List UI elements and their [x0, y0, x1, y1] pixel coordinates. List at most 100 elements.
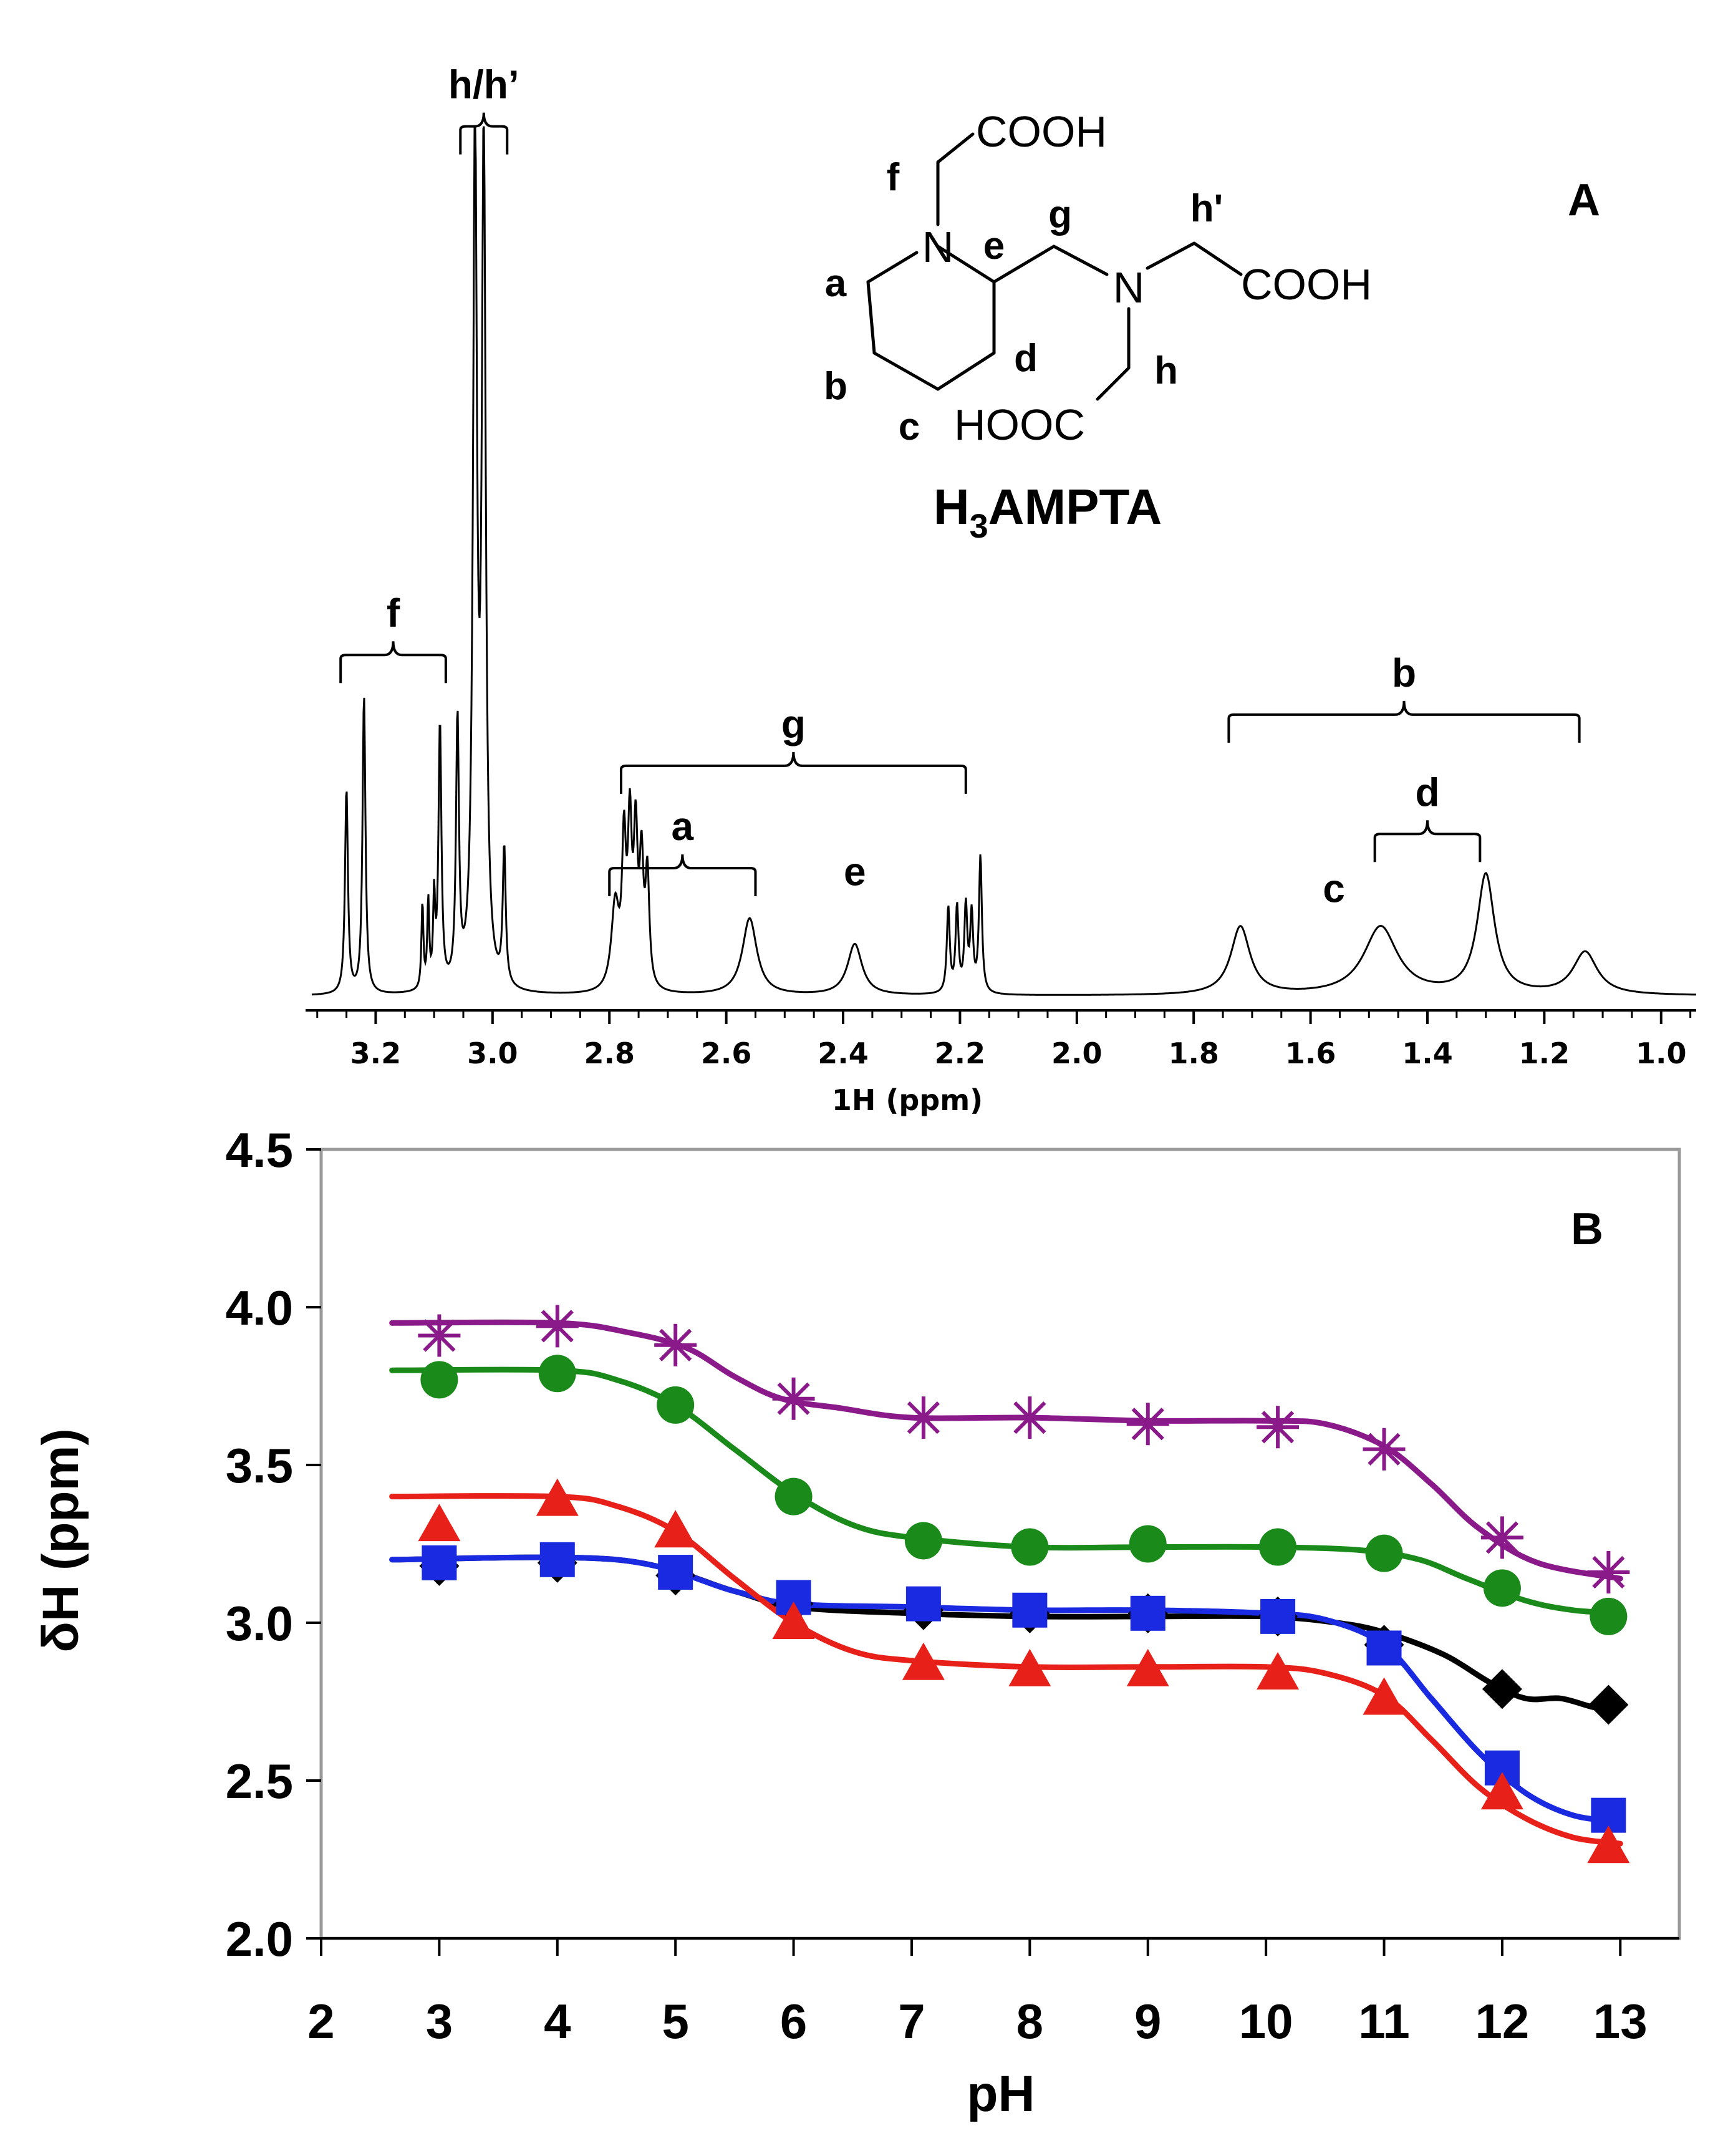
data-point-blue-square	[539, 1542, 575, 1577]
panel-b-y-axis-label: δH (ppm)	[32, 1428, 89, 1652]
piperidine-ring	[866, 244, 996, 391]
bracket-f	[339, 641, 447, 684]
data-point-red-triangle	[1587, 1825, 1630, 1864]
structure-group-cooh-right: COOH	[1241, 260, 1372, 309]
data-point-red-triangle	[1008, 1648, 1051, 1686]
panel-a-tick-marks	[316, 1010, 1692, 1024]
structure-group-cooh-top: COOH	[976, 107, 1107, 156]
panel-a-x-axis-label: 1H (ppm)	[832, 1083, 983, 1117]
bracket-label-a: a	[672, 804, 694, 849]
bracket-g	[619, 752, 967, 794]
compound-name-part: H	[934, 479, 970, 534]
panel-b-titration-chart: 2 3 4 5 6 7 8 9 10 11 12 13 2.0 2.5 3.0 3.5 4.0 4.5 pH δ…	[32, 1123, 1681, 2122]
position-label-e: e	[983, 225, 1005, 268]
panel-b-y-tick-label-4-5: 4.5	[226, 1123, 293, 1177]
panel-b-axes	[306, 1148, 1679, 1956]
structure-atom-n2: N	[1113, 263, 1145, 312]
panel-a-tick-label-2-4: 2.4	[818, 1037, 869, 1070]
panel-a-tick-label-2-2: 2.2	[935, 1037, 986, 1070]
data-point-red-triangle	[902, 1642, 945, 1680]
data-point-red-triangle	[1257, 1651, 1300, 1690]
panel-b-x-tick-label-9: 9	[1134, 1994, 1161, 2049]
data-point-green-circle	[1259, 1528, 1297, 1566]
data-point-green-circle	[1365, 1534, 1403, 1572]
data-point-green-circle	[1483, 1569, 1521, 1607]
panel-b-x-tick-label-12: 12	[1475, 1994, 1530, 2049]
peak-label-c: c	[1323, 866, 1345, 911]
data-point-red-triangle	[1480, 1772, 1523, 1810]
bracket-d	[1373, 820, 1482, 863]
panel-a-tick-label-3-0: 3.0	[467, 1037, 518, 1070]
position-label-h: h	[1154, 349, 1178, 392]
data-point-purple-star	[1587, 1551, 1630, 1594]
panel-b-x-tick-label-7: 7	[898, 1994, 925, 2049]
panel-a-tick-labels: 3.2 3.0 2.8 2.6 2.4 2.2 2.0 1.8 1.6 1.4 1.2 1.0	[350, 1037, 1687, 1070]
data-point-purple-star	[1257, 1406, 1300, 1449]
panel-b-x-tick-label-3: 3	[426, 1994, 453, 2049]
data-point-blue-square	[422, 1545, 457, 1580]
compound-name-part: AMPTA	[988, 479, 1162, 534]
bond-cf-cooh	[936, 132, 975, 164]
data-point-green-circle	[904, 1522, 942, 1560]
bracket-a	[608, 854, 757, 896]
panel-b-y-tick-label-3-5: 3.5	[226, 1438, 293, 1493]
panel-a-tick-label-1-6: 1.6	[1285, 1037, 1336, 1070]
panel-b-x-tick-label-8: 8	[1016, 1994, 1043, 2049]
bracket-b	[1227, 700, 1581, 743]
position-label-f: f	[887, 156, 900, 199]
data-point-red-triangle	[772, 1602, 815, 1639]
data-point-blue-square	[1366, 1630, 1402, 1666]
panel-b-x-tick-label-6: 6	[780, 1994, 807, 2049]
position-label-h-prime: h'	[1190, 187, 1223, 230]
bracket-label-d: d	[1415, 770, 1439, 815]
structure-group-hooc: HOOC	[954, 400, 1085, 449]
data-point-black-diamond	[1482, 1669, 1522, 1709]
compound-name-subscript: 3	[970, 508, 988, 545]
data-point-purple-star	[418, 1314, 461, 1357]
data-point-purple-star	[536, 1305, 579, 1348]
data-point-purple-star	[1480, 1516, 1523, 1559]
panel-b-y-tick-labels: 2.0 2.5 3.0 3.5 4.0 4.5	[226, 1123, 293, 1966]
panel-a-label: A	[1568, 175, 1600, 225]
bond-ch-prime-cooh	[1192, 241, 1243, 276]
panel-a-tick-label-1-2: 1.2	[1519, 1037, 1570, 1070]
panel-b-x-tick-label-13: 13	[1593, 1994, 1648, 2049]
position-label-a: a	[825, 262, 847, 305]
data-point-red-triangle	[654, 1510, 697, 1548]
position-label-d: d	[1014, 337, 1038, 380]
position-label-c: c	[899, 405, 920, 448]
peak-label-e: e	[844, 849, 866, 894]
bond-n2-ch-prime	[1146, 241, 1196, 270]
series-curve-red-triangle	[389, 1492, 1623, 1847]
compound-name: H3AMPTA	[934, 479, 1162, 545]
data-point-red-triangle	[1363, 1677, 1406, 1715]
position-label-g: g	[1048, 193, 1072, 236]
panel-a-tick-label-1-0: 1.0	[1636, 1037, 1687, 1070]
panel-b-label: B	[1571, 1204, 1603, 1254]
panel-a-tick-label-3-2: 3.2	[350, 1037, 402, 1070]
data-point-black-diamond	[1588, 1685, 1629, 1725]
data-point-purple-star	[772, 1377, 815, 1420]
panel-b-x-tick-label-4: 4	[544, 1994, 571, 2049]
nmr-spectrum-trace	[311, 125, 1696, 996]
panel-b-y-tick-label-3-0: 3.0	[226, 1596, 293, 1651]
panel-b-y-tick-label-4-0: 4.0	[226, 1280, 293, 1335]
panel-a-tick-label-2-0: 2.0	[1051, 1037, 1103, 1070]
data-point-green-circle	[1590, 1597, 1628, 1635]
panel-b-data-markers	[418, 1305, 1630, 1864]
data-point-blue-square	[905, 1586, 941, 1622]
data-point-green-circle	[1129, 1525, 1167, 1563]
structure-atom-n1: N	[922, 223, 954, 271]
data-point-red-triangle	[1126, 1648, 1169, 1686]
data-point-green-circle	[775, 1477, 813, 1515]
panel-b-x-axis-label: pH	[967, 2066, 1035, 2122]
data-point-green-circle	[1011, 1528, 1049, 1566]
data-point-purple-star	[654, 1323, 697, 1366]
panel-b-y-tick-label-2-0: 2.0	[226, 1912, 293, 1966]
bond-ch-hooc	[1096, 366, 1131, 401]
data-point-purple-star	[1008, 1396, 1051, 1439]
panel-a-tick-label-2-8: 2.8	[584, 1037, 635, 1070]
panel-a-tick-label-1-8: 1.8	[1168, 1037, 1219, 1070]
bond-n1-ca	[866, 251, 919, 284]
